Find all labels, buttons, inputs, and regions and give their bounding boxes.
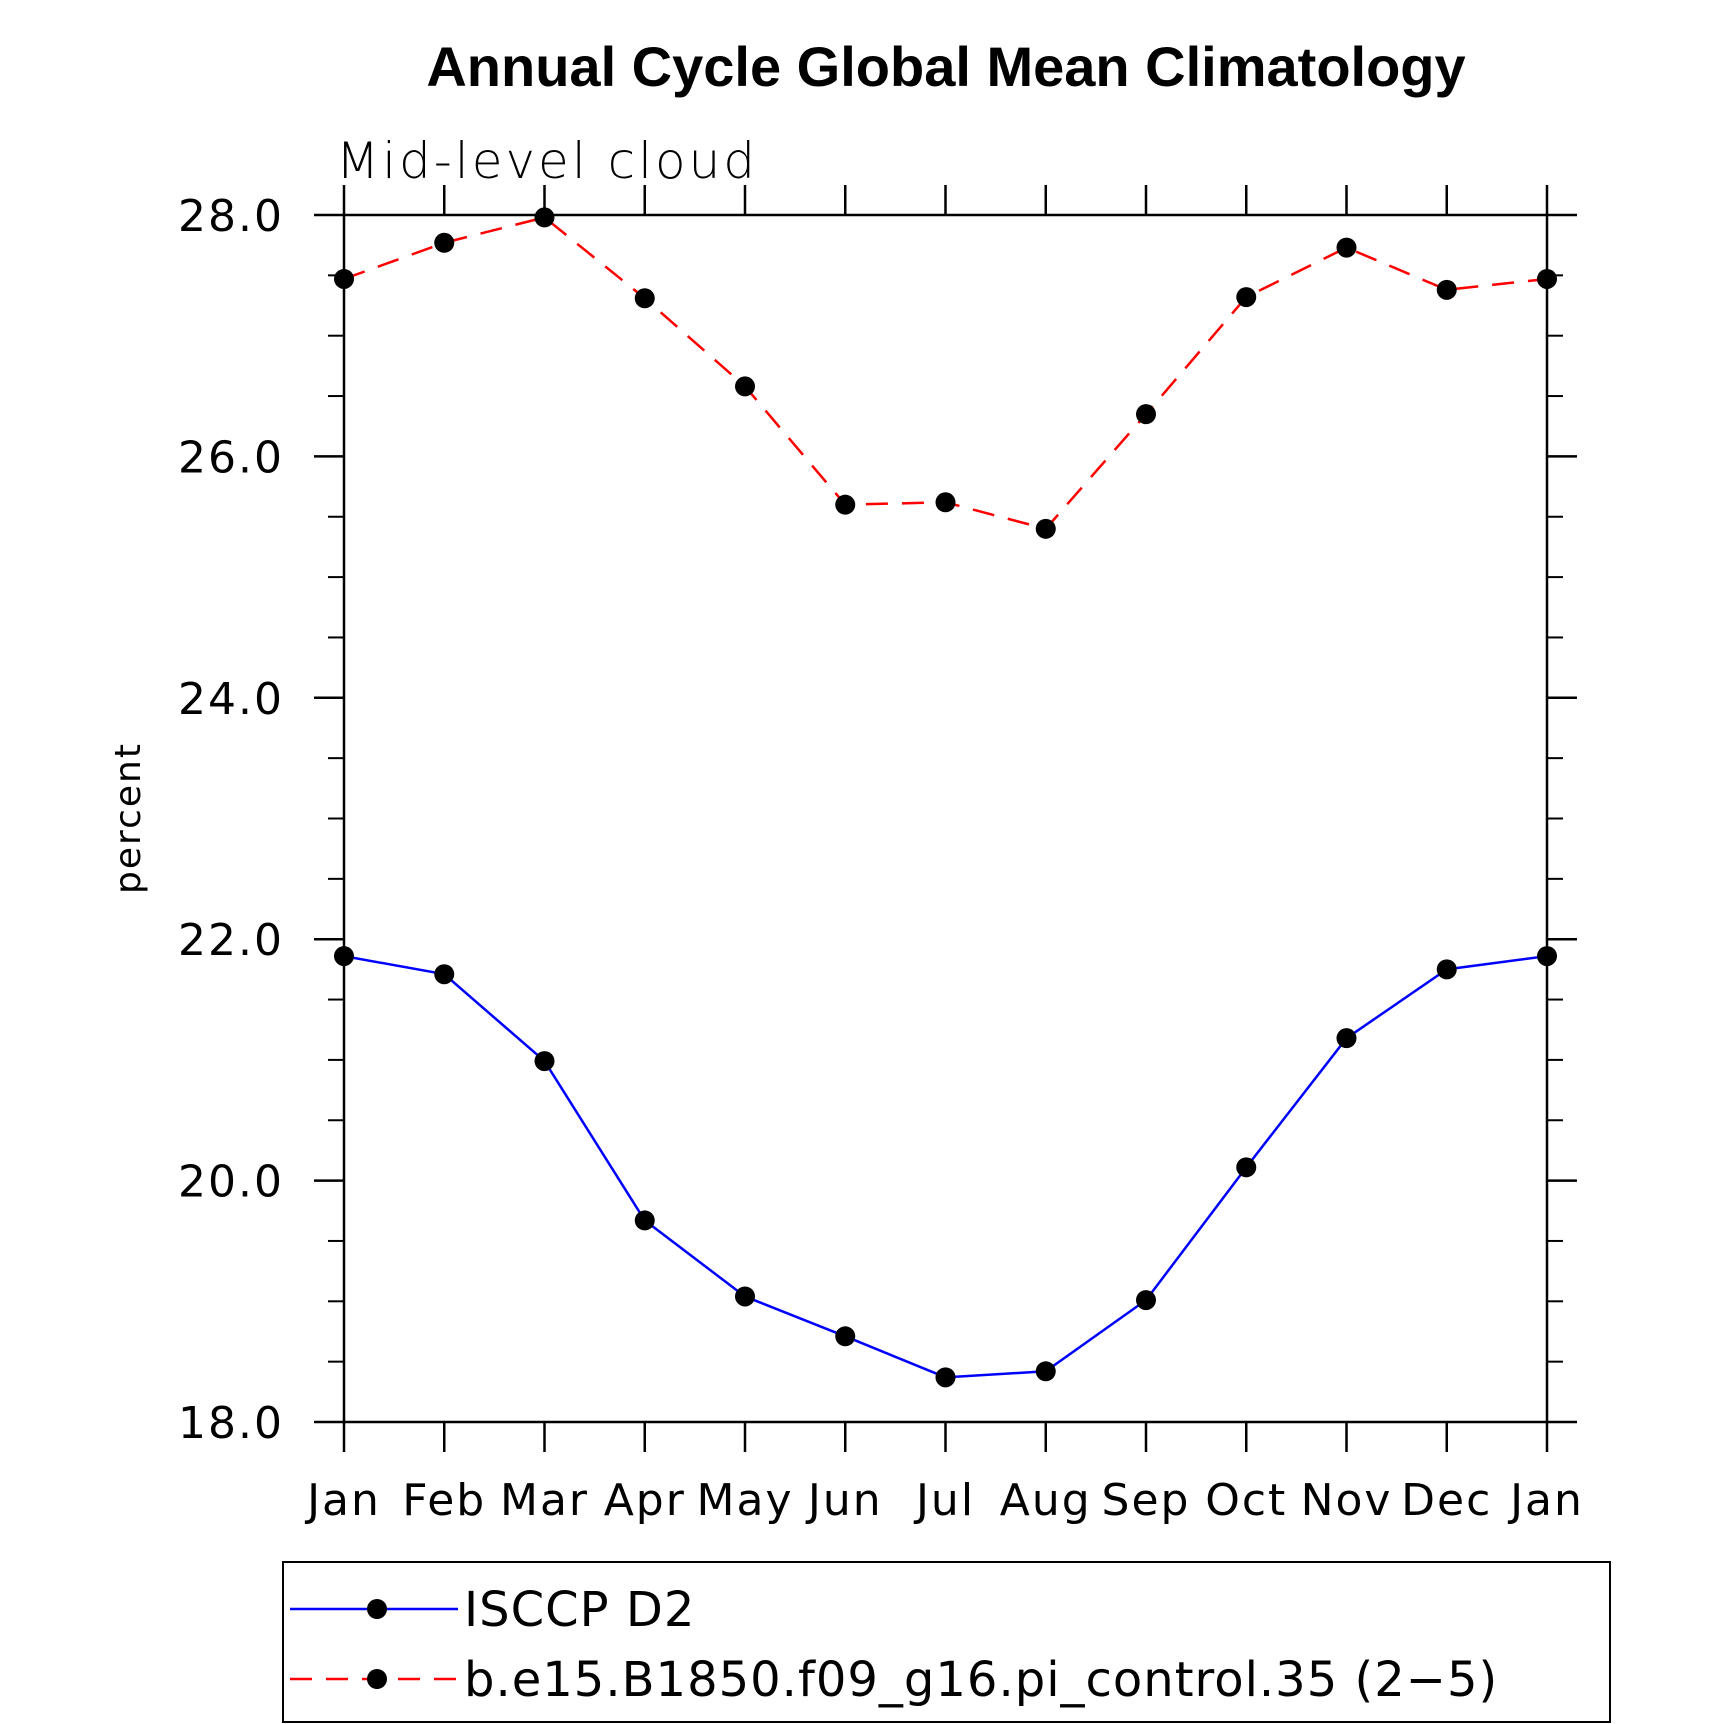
series-1-point bbox=[334, 268, 354, 289]
series-layer bbox=[334, 207, 1557, 1388]
legend-box bbox=[282, 1561, 1611, 1723]
legend-label-0: ISCCP D2 bbox=[464, 1582, 695, 1638]
x-tick-label: May bbox=[697, 1475, 794, 1526]
series-1-point bbox=[1236, 287, 1257, 308]
axis-ticks bbox=[314, 185, 1577, 1452]
series-1-point bbox=[735, 376, 755, 397]
x-tick-label: Aug bbox=[1000, 1475, 1092, 1526]
x-tick-label: Dec bbox=[1401, 1475, 1492, 1526]
plot-frame bbox=[342, 213, 1549, 1424]
chart-title: Annual Cycle Global Mean Climatology bbox=[426, 35, 1465, 98]
y-tick-label: 22.0 bbox=[178, 915, 284, 966]
x-tick-label: Sep bbox=[1102, 1475, 1191, 1526]
x-tick-label: Feb bbox=[402, 1475, 486, 1526]
legend-marker-1 bbox=[367, 1669, 387, 1689]
x-tick-labels: Jan Feb Mar Apr May Jun Jul Aug Sep Oct Nov Dec Jan bbox=[304, 1475, 1584, 1526]
series-1-point bbox=[434, 232, 455, 253]
series-0-point bbox=[1336, 1028, 1357, 1049]
series-line-0 bbox=[343, 954, 1548, 1379]
series-1-point bbox=[634, 288, 655, 309]
series-0-point bbox=[1035, 1361, 1056, 1382]
y-axis-label: percent bbox=[108, 742, 149, 894]
series-1-point bbox=[1136, 404, 1156, 425]
legend: ISCCP D2 b.e15.B1850.f09_g16.pi_control.3… bbox=[282, 1561, 1611, 1723]
series-0-point bbox=[735, 1286, 755, 1307]
series-0-point bbox=[935, 1367, 956, 1388]
y-tick-label: 18.0 bbox=[178, 1398, 284, 1449]
series-1-point bbox=[1035, 518, 1056, 539]
series-1-point bbox=[534, 207, 555, 228]
series-0-point bbox=[634, 1210, 655, 1231]
legend-entries: ISCCP D2 b.e15.B1850.f09_g16.pi_control.3… bbox=[290, 1582, 1498, 1708]
series-1-point bbox=[835, 494, 856, 515]
x-tick-label: Jan bbox=[1507, 1475, 1584, 1526]
series-0-point bbox=[1236, 1157, 1257, 1178]
x-tick-label: Jan bbox=[304, 1475, 381, 1526]
x-tick-label: Nov bbox=[1301, 1475, 1393, 1526]
series-1-point bbox=[1436, 279, 1457, 300]
series-0-point bbox=[1537, 946, 1557, 967]
x-tick-label: Jun bbox=[805, 1475, 883, 1526]
series-0-point bbox=[434, 964, 455, 985]
x-tick-label: Mar bbox=[500, 1475, 589, 1526]
series-0-point bbox=[1436, 959, 1457, 980]
legend-marker-0 bbox=[367, 1599, 387, 1619]
y-tick-label: 28.0 bbox=[178, 191, 284, 242]
y-tick-label: 20.0 bbox=[178, 1157, 284, 1208]
series-0-point bbox=[534, 1051, 555, 1072]
series-0-point bbox=[334, 946, 354, 967]
series-1-point bbox=[1537, 268, 1557, 289]
series-line-1 bbox=[343, 216, 1548, 531]
series-1-point bbox=[1336, 237, 1357, 258]
legend-label-1: b.e15.B1850.f09_g16.pi_control.35 (2−5) bbox=[464, 1652, 1498, 1708]
x-tick-label: Jul bbox=[913, 1475, 975, 1526]
x-tick-label: Oct bbox=[1205, 1475, 1287, 1526]
y-tick-labels: 18.0 20.0 22.0 24.0 26.0 28.0 bbox=[178, 191, 284, 1449]
y-tick-label: 26.0 bbox=[178, 432, 284, 483]
chart-subtitle: Mid-level cloud bbox=[336, 132, 758, 190]
series-1-point bbox=[935, 492, 956, 513]
series-0-point bbox=[1136, 1290, 1156, 1311]
series-0-point bbox=[835, 1326, 856, 1347]
x-tick-label: Apr bbox=[604, 1475, 686, 1526]
y-tick-label: 24.0 bbox=[178, 674, 284, 725]
